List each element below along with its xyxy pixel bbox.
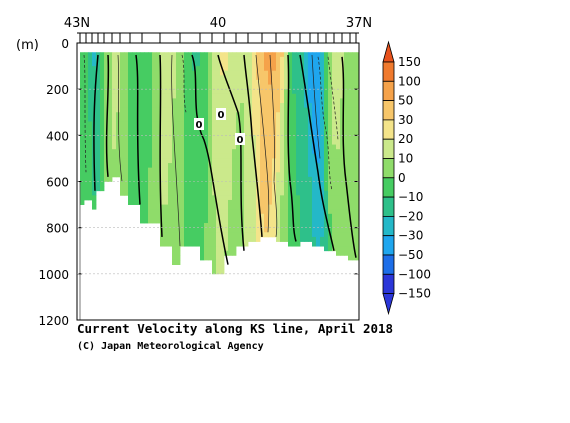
y-axis-ticks: 0 200 400 600 800 1000 1200 <box>38 37 359 328</box>
colorbar-top-arrow <box>382 40 395 63</box>
colorbar-segment <box>382 119 395 140</box>
colorbar-label-6: 0 <box>398 171 406 185</box>
y-tick-label-1000: 1000 <box>38 268 69 282</box>
svg-text:0: 0 <box>196 120 203 131</box>
colorbar-segment <box>382 80 395 102</box>
colorbar-segment <box>382 177 395 198</box>
colorbar-label-3: 30 <box>398 113 413 127</box>
colorbar-segment <box>382 254 395 275</box>
colorbar-label-8: −20 <box>398 209 423 223</box>
y-tick-label-800: 800 <box>46 222 69 236</box>
y-tick-label-200: 200 <box>46 83 69 97</box>
colorbar-segment <box>382 100 395 121</box>
velocity-field <box>79 52 359 320</box>
chart-title: Current Velocity along KS line, April 20… <box>77 321 393 336</box>
colorbar-label-2: 50 <box>398 94 413 108</box>
y-tick-label-0: 0 <box>61 37 69 51</box>
colorbar-segment <box>382 215 395 237</box>
x-tick-label-40: 40 <box>210 16 227 31</box>
contour-label-3: 0 <box>235 133 245 146</box>
credit-line: (C) Japan Meteorological Agency <box>77 340 264 352</box>
colorbar-label-5: 10 <box>398 152 413 166</box>
contour-label-2: 0 <box>216 108 226 121</box>
y-tick-label-600: 600 <box>46 176 69 190</box>
colorbar-label-12: −150 <box>398 287 431 301</box>
colorbar-label-1: 100 <box>398 74 421 88</box>
colorbar-segment <box>382 138 395 159</box>
x-tick-label-37n: 37N <box>346 16 372 31</box>
contour-lines <box>83 54 357 265</box>
colorbar-segment <box>382 61 395 82</box>
y-tick-label-1200: 1200 <box>38 314 69 328</box>
colorbar-label-9: −30 <box>398 229 423 243</box>
colorbar-segment <box>382 273 395 294</box>
colorbar-segment <box>382 235 395 256</box>
y-axis-unit-label: (m) <box>16 38 39 53</box>
colorbar-segment <box>382 196 395 217</box>
colorbar-label-4: 20 <box>398 132 413 146</box>
x-tick-label-43n: 43N <box>64 16 90 31</box>
colorbar-bottom-arrow <box>382 293 395 316</box>
station-ticks <box>77 32 359 43</box>
colorbar-label-0: 150 <box>398 55 421 69</box>
contour-label-1: 0 <box>194 118 204 131</box>
colorbar-label-11: −100 <box>398 267 431 281</box>
y-tick-label-400: 400 <box>46 129 69 143</box>
colorbar-segment <box>382 158 395 179</box>
svg-text:0: 0 <box>218 110 225 121</box>
colorbar-label-10: −50 <box>398 248 423 262</box>
svg-text:0: 0 <box>237 135 244 146</box>
colorbar-label-7: −10 <box>398 190 423 204</box>
